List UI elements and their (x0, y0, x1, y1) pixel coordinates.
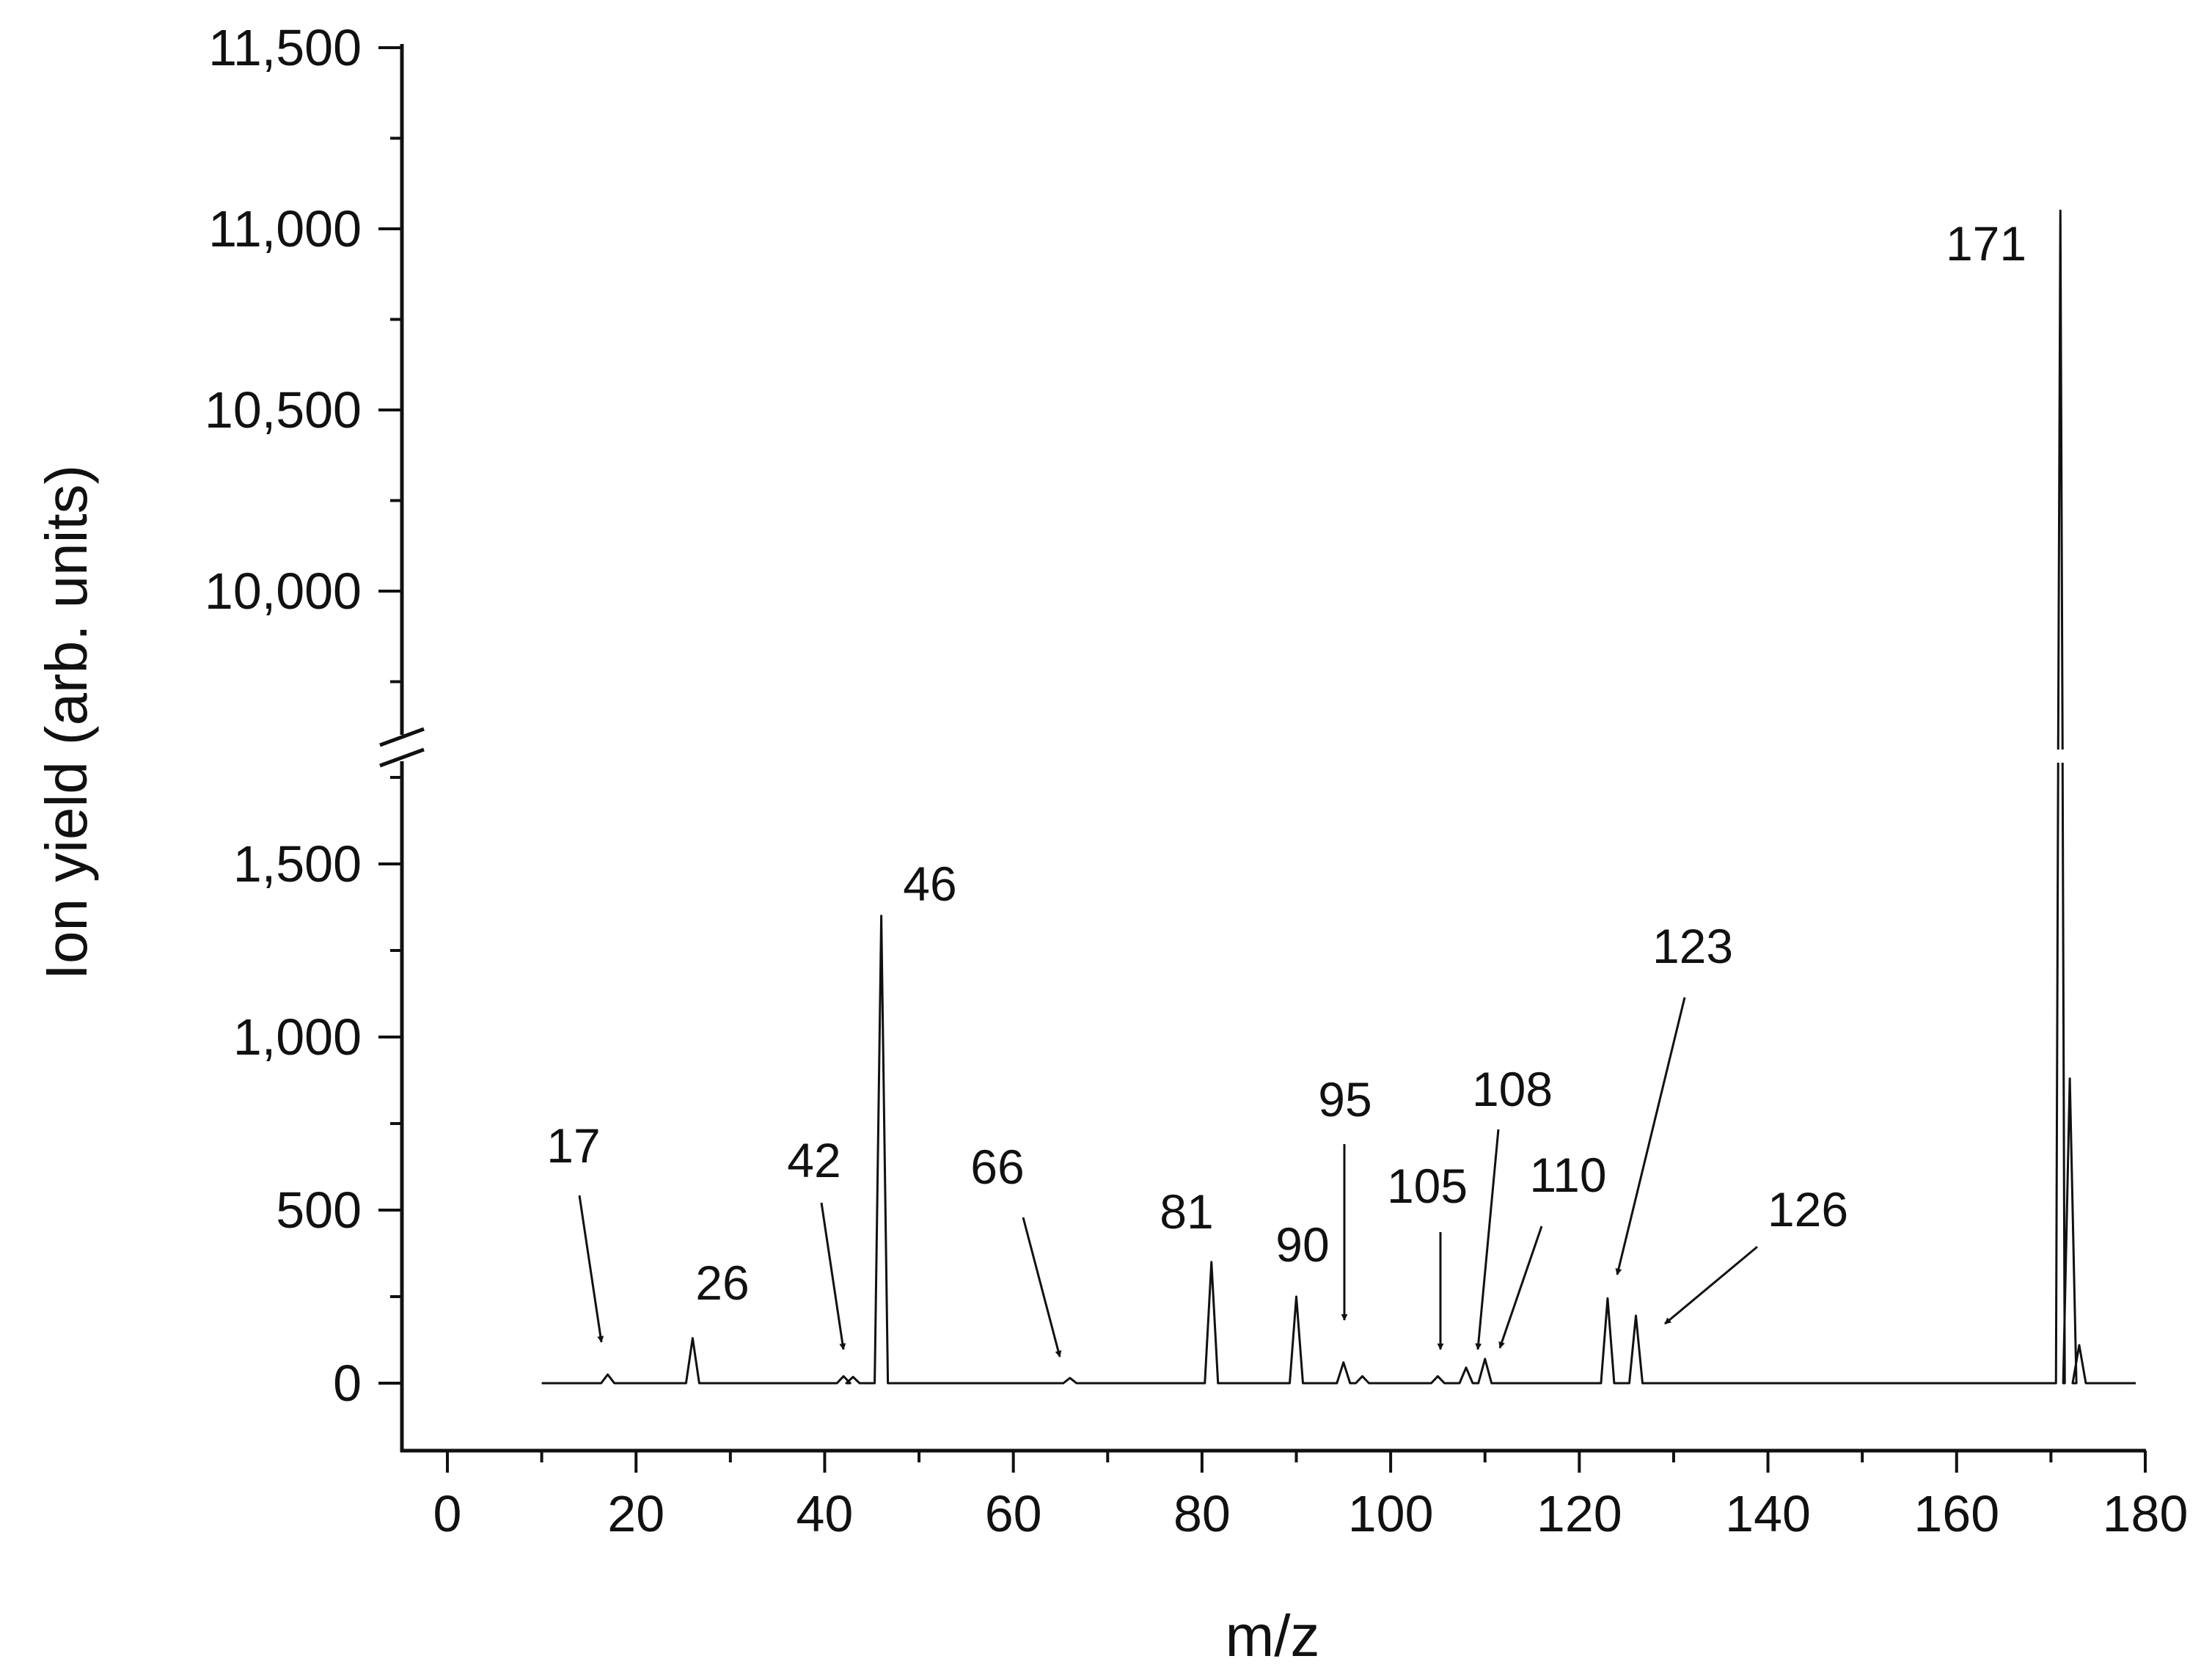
y-axis-title: Ion yield (arb. units) (34, 465, 99, 981)
peak-arrow (1664, 1245, 1758, 1325)
axes (379, 44, 2146, 1453)
axis-ticks (378, 46, 2147, 1473)
x-tick-label: 20 (607, 1485, 664, 1542)
x-tick-label: 40 (796, 1485, 854, 1542)
y-tick-label: 0 (333, 1355, 362, 1412)
x-tick-label: 0 (433, 1485, 462, 1542)
x-tick-label: 80 (1173, 1485, 1231, 1542)
peak-arrow (1475, 1129, 1500, 1350)
y-tick-label: 1,000 (233, 1008, 362, 1066)
peak-arrow (820, 1202, 846, 1350)
axis-break-mark (379, 727, 425, 747)
axis-tick-labels: 0 20 40 60 80 100 120 140 160 180 0 500 1,000 1,500 10… (205, 19, 2189, 1542)
peak-label: 126 (1768, 1182, 1848, 1236)
peak-label: 123 (1652, 919, 1733, 973)
peak-arrow (1498, 1225, 1543, 1349)
spectrum-line (541, 209, 2136, 1385)
x-tick-label: 100 (1348, 1485, 1434, 1542)
peak-label: 66 (970, 1140, 1024, 1194)
peak-label: 110 (1529, 1148, 1606, 1202)
peak-label: 171 (1946, 216, 2026, 271)
spectrum-series (541, 209, 2136, 1385)
y-tick-label: 1,500 (233, 835, 362, 893)
y-tick-label: 500 (276, 1181, 362, 1239)
peak-label: 81 (1160, 1184, 1213, 1239)
x-tick-label: 60 (985, 1485, 1042, 1542)
x-tick-label: 180 (2103, 1485, 2189, 1542)
y-tick-label: 10,500 (205, 381, 362, 439)
peak-label: 108 (1472, 1062, 1553, 1116)
peak-arrow (1022, 1217, 1062, 1358)
x-tick-label: 160 (1913, 1485, 1999, 1542)
x-tick-label: 120 (1537, 1485, 1622, 1542)
peak-arrow (1615, 997, 1686, 1275)
y-tick-label: 11,000 (208, 200, 362, 257)
y-tick-label: 11,500 (208, 19, 362, 76)
peak-label: 105 (1387, 1159, 1468, 1213)
peak-arrow (578, 1195, 604, 1343)
peak-label: 90 (1275, 1217, 1329, 1272)
peak-label: 42 (787, 1133, 841, 1187)
peak-label: 17 (546, 1118, 600, 1173)
peak-label: 95 (1318, 1072, 1371, 1126)
x-axis-title: m/z (1226, 1603, 1320, 1668)
y-tick-label: 10,000 (205, 563, 362, 620)
axis-break-mark (379, 747, 425, 768)
peak-label: 26 (695, 1256, 749, 1310)
peak-label: 46 (903, 857, 956, 911)
x-tick-label: 140 (1725, 1485, 1811, 1542)
